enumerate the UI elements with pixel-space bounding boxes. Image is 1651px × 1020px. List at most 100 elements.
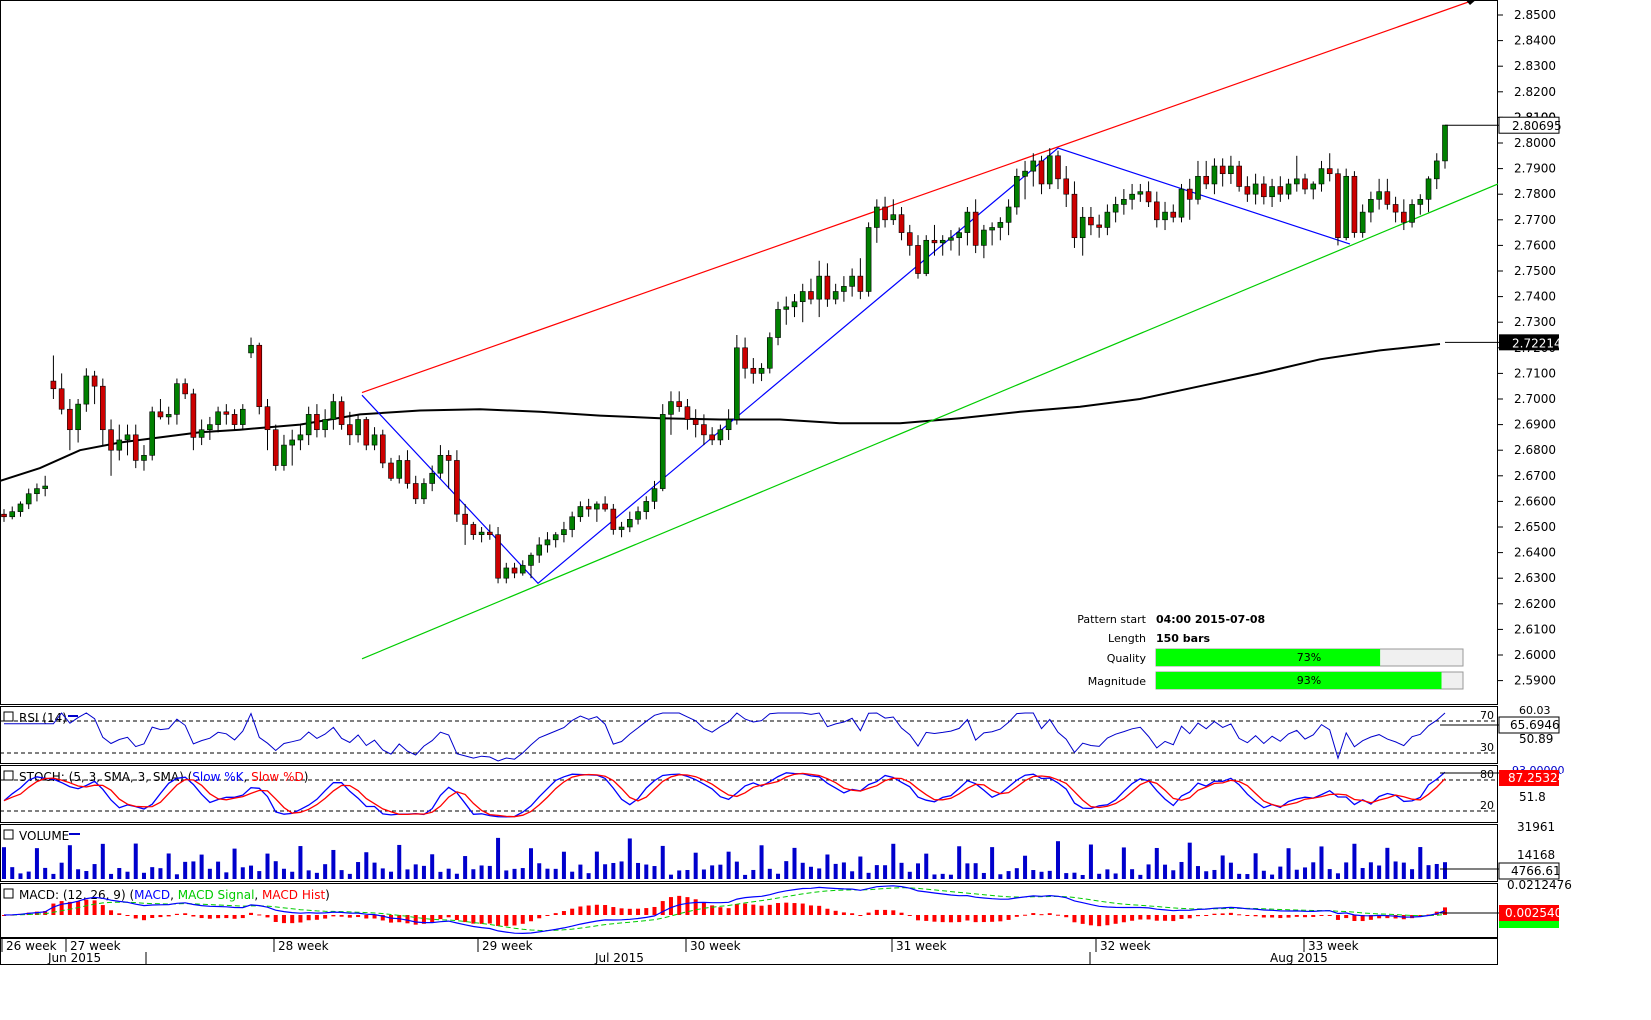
- volume-bar: [841, 862, 846, 879]
- candle: [750, 358, 757, 384]
- volume-bar: [833, 863, 838, 879]
- candle: [1392, 196, 1399, 223]
- candle-body: [775, 309, 781, 338]
- candle-body: [1236, 165, 1242, 187]
- macd-hist-bar: [1385, 915, 1390, 919]
- volume-bar: [487, 865, 492, 879]
- candle: [248, 337, 254, 359]
- candle: [67, 399, 73, 451]
- volume-close-box[interactable]: [3, 829, 14, 840]
- volume-bar: [125, 871, 130, 879]
- macd-close-box[interactable]: [3, 888, 14, 899]
- volume-bar: [364, 852, 369, 879]
- macd-signal-line: [4, 887, 1446, 932]
- week-label: 33 week: [1308, 939, 1359, 953]
- volume-bar: [701, 869, 706, 879]
- volume-bar: [1179, 861, 1184, 879]
- candle-body: [454, 460, 460, 515]
- candle: [1285, 178, 1292, 200]
- candle: [1359, 204, 1366, 238]
- candle: [25, 488, 32, 510]
- macd-hist-bar: [1138, 915, 1143, 920]
- candle: [289, 429, 296, 466]
- macd-hist-bar: [298, 915, 303, 923]
- macd-hist-bar: [438, 915, 443, 920]
- candle: [1005, 199, 1012, 236]
- volume-bar: [249, 865, 254, 879]
- candle: [1162, 201, 1168, 231]
- volume-bar: [685, 869, 690, 879]
- candle: [1071, 181, 1078, 248]
- stoch-close-box[interactable]: [3, 770, 14, 781]
- macd-line: [3, 885, 1446, 935]
- volume-bar: [133, 843, 138, 879]
- volume-bar: [948, 874, 953, 879]
- volume-bar: [183, 861, 188, 879]
- candle: [997, 217, 1004, 241]
- volume-bar: [1228, 862, 1233, 879]
- candle: [207, 416, 213, 440]
- volume-bar: [1434, 863, 1439, 879]
- volume-bar: [874, 865, 879, 879]
- volume-bar: [693, 852, 698, 879]
- rsi-close-box[interactable]: [3, 711, 14, 722]
- candle: [239, 404, 246, 430]
- macd-hist-bar: [446, 915, 451, 918]
- candle-body: [404, 460, 411, 484]
- macd-hist-bar: [290, 915, 295, 924]
- price-tick-label: 2.6900: [1514, 418, 1556, 432]
- volume-bar: [644, 864, 649, 879]
- volume-bar: [792, 847, 797, 879]
- candle-body: [157, 411, 164, 418]
- volume-bar: [84, 871, 89, 879]
- volume-bar: [59, 862, 64, 879]
- macd-hist-bar: [183, 913, 188, 915]
- candle-body: [1252, 183, 1259, 195]
- candle: [569, 511, 575, 538]
- macd-current-box: [1499, 905, 1559, 921]
- stoch-label-prefix: STOCH: (5, 3, SMA, 3, SMA) (: [19, 770, 192, 784]
- macd-hist-bar: [1352, 915, 1357, 921]
- candle-body: [783, 306, 790, 310]
- macd-label-sep1: ,: [170, 888, 178, 902]
- volume-bar: [916, 863, 921, 879]
- macd-hist-bar: [454, 915, 459, 920]
- volume-bar: [1278, 866, 1283, 879]
- candle-body: [25, 493, 32, 505]
- quality-label: Quality: [1107, 652, 1147, 665]
- macd-hist-bar: [273, 915, 278, 922]
- candle: [602, 496, 608, 512]
- candle: [1401, 199, 1407, 231]
- ma-price-value: 2.72214: [1512, 336, 1562, 350]
- volume-bar: [1031, 870, 1036, 879]
- candle-body: [124, 434, 131, 441]
- stoch-label-k: Slow %K: [192, 770, 244, 784]
- volume-bar: [109, 873, 114, 879]
- candle: [281, 434, 287, 471]
- candle: [1310, 181, 1317, 200]
- price-tick-label: 2.6300: [1514, 571, 1556, 585]
- candle-body: [1104, 211, 1111, 228]
- macd-hist-bar: [800, 903, 805, 915]
- volume-bar: [471, 869, 476, 879]
- pattern-start-label: Pattern start: [1077, 613, 1146, 626]
- price-tick-label: 2.7600: [1514, 238, 1556, 252]
- volume-bar: [463, 856, 468, 879]
- candle-body: [585, 506, 592, 510]
- candle: [264, 399, 271, 451]
- candle-body: [717, 429, 724, 441]
- candle-body: [379, 434, 386, 464]
- volume-bar: [578, 864, 583, 879]
- candle-body: [882, 206, 888, 221]
- macd-hist-bar: [528, 915, 533, 922]
- volume-bar: [1014, 868, 1019, 879]
- channel-layer: [361, 0, 1499, 660]
- candle-body: [1088, 216, 1094, 226]
- candle-body: [915, 245, 921, 274]
- candle-body: [734, 347, 740, 420]
- volume-bar: [528, 848, 533, 879]
- candle: [1219, 158, 1226, 187]
- candle: [363, 416, 370, 451]
- candle-body: [174, 383, 180, 415]
